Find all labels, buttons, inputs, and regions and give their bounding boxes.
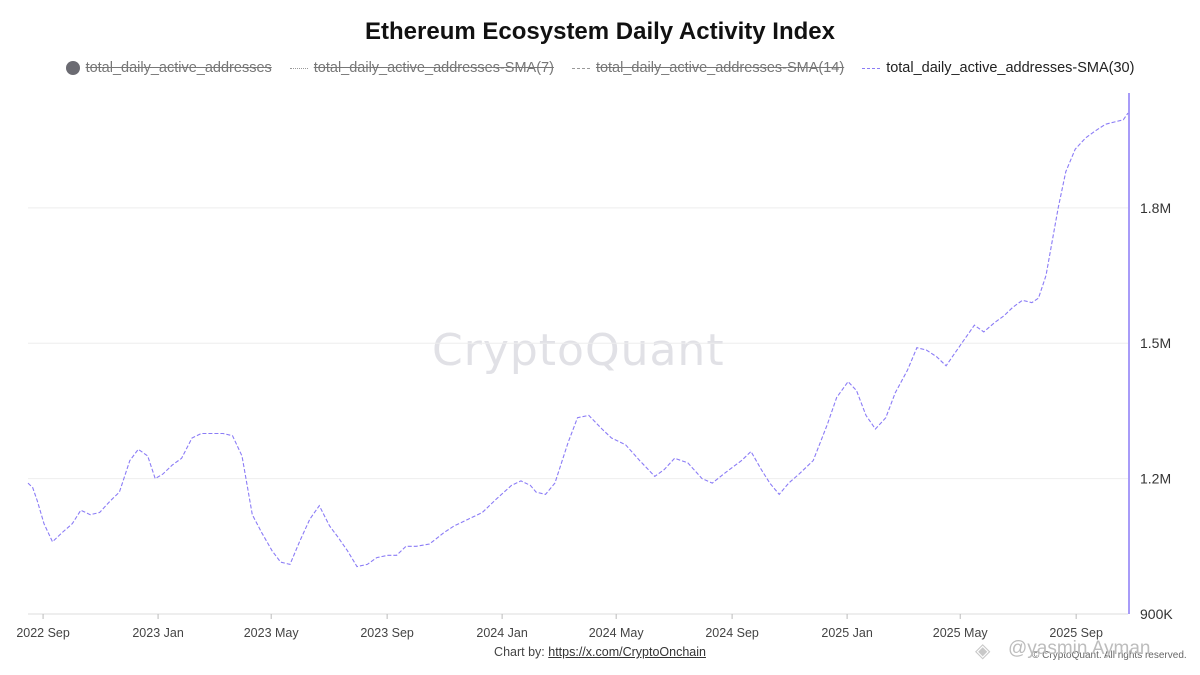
- legend-label: total_daily_active_addresses-SMA(7): [313, 60, 554, 76]
- copyright-text: © CryptoQuant. All rights reserved.: [1032, 650, 1187, 661]
- watermark-logo: CryptoQuant: [432, 325, 725, 376]
- chart-credit: Chart by: https://x.com/CryptoOnchain: [0, 645, 1200, 659]
- x-tick-label: 2024 Sep: [705, 626, 759, 640]
- credit-prefix: Chart by:: [494, 645, 545, 659]
- x-tick-label: 2025 Jan: [821, 626, 872, 640]
- legend-item-sma14[interactable]: total_daily_active_addresses-SMA(14): [571, 58, 845, 78]
- legend: total_daily_active_addresses total_daily…: [0, 58, 1200, 78]
- x-tick-label: 2024 Jan: [476, 626, 527, 640]
- legend-label: total_daily_active_addresses-SMA(14): [595, 60, 845, 76]
- credit-link[interactable]: https://x.com/CryptoOnchain: [548, 645, 706, 659]
- legend-item-raw[interactable]: total_daily_active_addresses: [65, 58, 272, 78]
- author-signature: @yasmin Ayman: [1008, 638, 1151, 659]
- y-tick-label: 1.5M: [1140, 335, 1171, 351]
- x-tick-label: 2022 Sep: [16, 626, 70, 640]
- legend-item-sma30[interactable]: total_daily_active_addresses-SMA(30): [862, 58, 1134, 78]
- legend-label: total_daily_active_addresses: [85, 60, 272, 76]
- x-tick-label: 2023 Sep: [360, 626, 414, 640]
- x-tick-label: 2024 May: [589, 626, 645, 640]
- x-tick-label: 2023 May: [244, 626, 300, 640]
- y-tick-label: 900K: [1140, 606, 1173, 622]
- x-tick-label: 2025 May: [933, 626, 989, 640]
- y-tick-label: 1.2M: [1140, 471, 1171, 487]
- legend-line-icon: [571, 67, 590, 69]
- x-tick-label: 2023 Jan: [132, 626, 183, 640]
- legend-item-sma7[interactable]: total_daily_active_addresses-SMA(7): [289, 58, 554, 78]
- legend-label: total_daily_active_addresses-SMA(30): [886, 60, 1135, 76]
- binance-logo-icon: ◈: [975, 640, 991, 662]
- x-tick-label: 2025 Sep: [1049, 626, 1103, 640]
- legend-line-icon: [862, 67, 881, 69]
- series-line: [27, 112, 1129, 568]
- legend-dot-icon: [65, 61, 80, 75]
- legend-line-icon: [289, 67, 308, 69]
- chart-title: Ethereum Ecosystem Daily Activity Index: [365, 18, 835, 45]
- y-tick-label: 1.8M: [1140, 200, 1171, 216]
